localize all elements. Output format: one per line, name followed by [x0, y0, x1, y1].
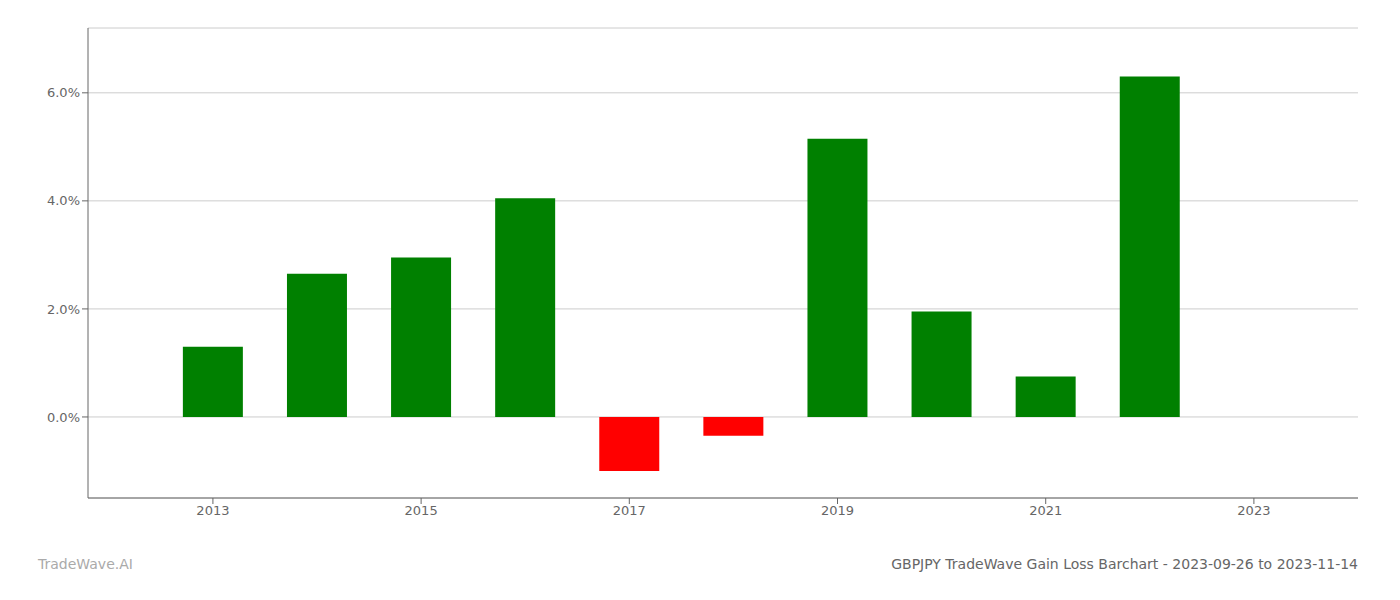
svg-text:2021: 2021: [1029, 503, 1062, 518]
html-text:GBPJPY TradeWave Gain Loss Bar: GBPJPY TradeWave Gain Loss Barchart - 20…: [891, 556, 1358, 572]
html-text:TradeWave.AI: TradeWave.AI: [38, 556, 133, 572]
svg-text:6.0%: 6.0%: [47, 85, 80, 100]
svg-text:2015: 2015: [405, 503, 438, 518]
svg-text:4.0%: 4.0%: [47, 193, 80, 208]
svg-text:0.0%: 0.0%: [47, 410, 80, 425]
svg-text:2023: 2023: [1237, 503, 1270, 518]
svg-text:2017: 2017: [613, 503, 646, 518]
svg-text:2013: 2013: [196, 503, 229, 518]
svg-text:2.0%: 2.0%: [47, 302, 80, 317]
svg-text:2019: 2019: [821, 503, 854, 518]
